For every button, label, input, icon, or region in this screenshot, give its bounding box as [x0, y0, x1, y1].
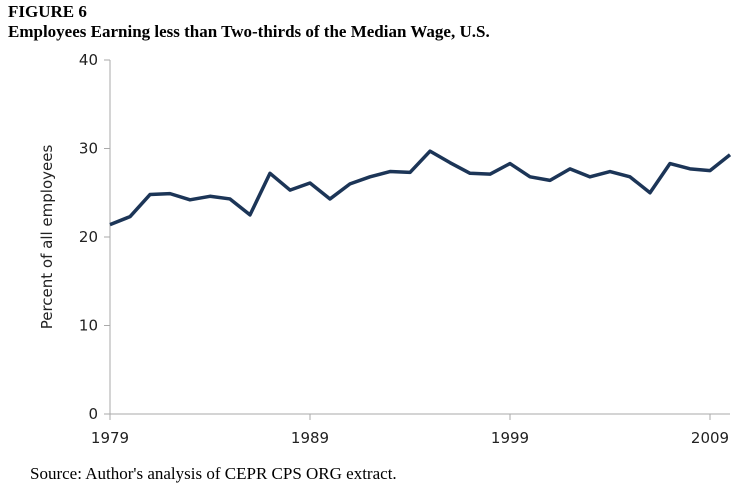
x-tick-label: 1989 — [291, 429, 329, 447]
figure-header: FIGURE 6 Employees Earning less than Two… — [8, 2, 490, 42]
y-tick-label: 10 — [79, 317, 98, 335]
chart-title: Employees Earning less than Two-thirds o… — [8, 22, 490, 41]
data-line — [109, 149, 732, 227]
x-tick-label: 1999 — [491, 429, 529, 447]
y-tick-label: 0 — [88, 405, 98, 423]
y-axis-label: Percent of all employees — [38, 145, 56, 330]
x-tick-label: 1979 — [91, 429, 129, 447]
x-tick-label: 2009 — [691, 429, 729, 447]
source-note: Source: Author's analysis of CEPR CPS OR… — [30, 464, 397, 483]
y-tick-label: 30 — [79, 140, 98, 158]
y-tick-label: 40 — [79, 51, 98, 69]
y-tick-label: 20 — [79, 228, 98, 246]
figure-label: FIGURE 6 — [8, 2, 87, 21]
